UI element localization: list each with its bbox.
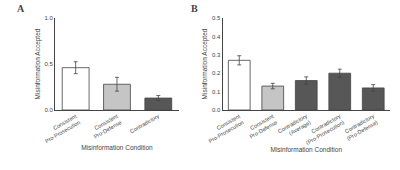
svg-text:Misinformation Condition: Misinformation Condition [270, 146, 342, 153]
svg-text:0.3: 0.3 [212, 52, 221, 58]
svg-text:0.0: 0.0 [212, 107, 221, 113]
svg-text:A: A [17, 3, 25, 14]
svg-text:Contradictory(Average): Contradictory(Average) [277, 113, 312, 141]
svg-text:0.0: 0.0 [44, 107, 53, 113]
svg-text:Contradictory: Contradictory [129, 113, 161, 135]
svg-text:0.1: 0.1 [212, 89, 221, 95]
svg-text:0.5: 0.5 [212, 15, 221, 21]
svg-text:ConsistentPro-Defense: ConsistentPro-Defense [89, 113, 123, 140]
svg-text:0.2: 0.2 [212, 70, 221, 76]
svg-text:ConsistentPro-Defense: ConsistentPro-Defense [245, 113, 279, 140]
svg-text:Contradictory(Pro-Prosecution): Contradictory(Pro-Prosecution) [301, 113, 345, 146]
svg-text:ConsistentPro-Prosecution: ConsistentPro-Prosecution [204, 113, 245, 144]
svg-text:Misinformation Accepted: Misinformation Accepted [34, 28, 42, 99]
svg-text:0.4: 0.4 [212, 34, 221, 40]
svg-text:Contradictory(Pro-Defense): Contradictory(Pro-Defense) [342, 113, 379, 142]
svg-text:ConsistentPro-Prosecution: ConsistentPro-Prosecution [40, 113, 81, 144]
svg-text:1.0: 1.0 [44, 15, 53, 21]
svg-text:B: B [191, 3, 198, 14]
svg-text:Misinformation Accepted: Misinformation Accepted [201, 28, 209, 99]
svg-text:Misinformation Condition: Misinformation Condition [81, 144, 153, 151]
svg-text:0.5: 0.5 [44, 61, 53, 67]
